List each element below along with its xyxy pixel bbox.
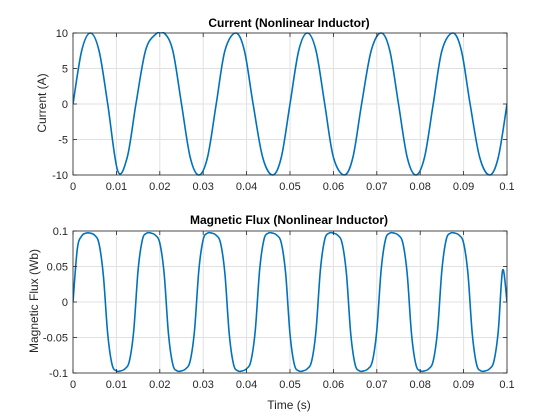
current-plot-panel: Current (Nonlinear Inductor) 0 0.01 0.02 0.…	[35, 16, 515, 193]
current-xtick-label: 0.02	[149, 181, 170, 193]
flux-xtick-label: 0.01	[106, 379, 127, 391]
flux-xtick-label: 0.02	[149, 379, 170, 391]
flux-ytick-label: 0	[62, 297, 68, 309]
flux-plot-title: Magnetic Flux (Nonlinear Inductor)	[190, 213, 388, 227]
flux-xtick-label: 0.07	[366, 379, 387, 391]
flux-xtick-label: 0	[70, 379, 76, 391]
flux-xtick-label: 0.05	[279, 379, 300, 391]
flux-series-line-0	[73, 231, 507, 373]
flux-ytick-label: 0.1	[53, 226, 68, 238]
flux-xtick-label: 0.06	[323, 379, 344, 391]
current-xtick-label: 0	[70, 181, 76, 193]
current-xtick-label: 0.08	[409, 181, 430, 193]
current-plot-series	[73, 32, 507, 176]
flux-xtick-label: 0.08	[409, 379, 430, 391]
current-plot-title: Current (Nonlinear Inductor)	[208, 16, 369, 30]
flux-plot-ticks: 0 0.01 0.02 0.03 0.04 0.05 0.06 0.07 0.08 0.09 0.1…	[43, 226, 515, 391]
flux-xtick-label: 0.1	[499, 379, 514, 391]
flux-xtick-label: 0.09	[453, 379, 474, 391]
current-xtick-label: 0.06	[323, 181, 344, 193]
current-xtick-label: 0.07	[366, 181, 387, 193]
flux-ytick-label: -0.1	[49, 368, 68, 380]
flux-xtick-label: 0.03	[192, 379, 213, 391]
flux-ytick-label: 0.05	[47, 262, 68, 274]
flux-ytick-label: -0.05	[43, 333, 68, 345]
flux-plot-grid	[72, 230, 508, 374]
current-xtick-label: 0.1	[499, 181, 514, 193]
current-plot-ticks: 0 0.01 0.02 0.03 0.04 0.05 0.06 0.07 0.08 0.09 0.1…	[52, 28, 515, 193]
current-ytick-label: -10	[52, 170, 68, 182]
flux-plot-series	[73, 231, 507, 373]
flux-xtick-label: 0.04	[236, 379, 257, 391]
current-xtick-label: 0.01	[106, 181, 127, 193]
current-xtick-label: 0.04	[236, 181, 257, 193]
flux-plot-ylabel: Magnetic Flux (Wb)	[27, 249, 41, 353]
current-plot-ylabel: Current (A)	[35, 73, 49, 132]
flux-plot-panel: Magnetic Flux (Nonlinear Inductor) 0 0.01…	[27, 213, 515, 412]
current-xtick-label: 0.05	[279, 181, 300, 193]
flux-plot-xlabel: Time (s)	[267, 398, 311, 412]
current-xtick-label: 0.03	[192, 181, 213, 193]
current-ytick-label: 5	[62, 64, 68, 76]
current-series-line-0	[73, 32, 507, 176]
current-ytick-label: 10	[56, 28, 68, 40]
current-ytick-label: -5	[58, 135, 68, 147]
current-ytick-label: 0	[62, 99, 68, 111]
current-xtick-label: 0.09	[453, 181, 474, 193]
